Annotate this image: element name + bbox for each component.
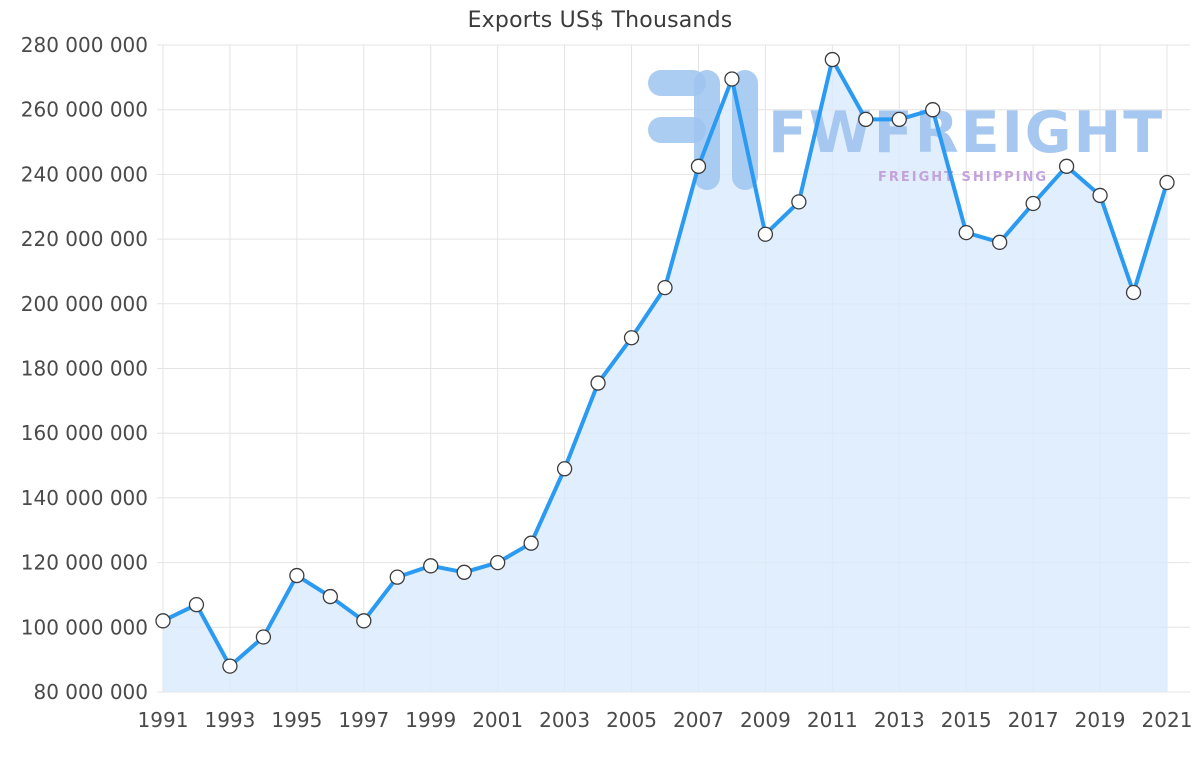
data-point-marker[interactable]	[523, 535, 539, 551]
x-axis-tick-label: 2019	[1075, 708, 1126, 732]
data-point-marker[interactable]	[757, 226, 774, 242]
data-point-marker[interactable]	[423, 558, 439, 574]
data-point-marker[interactable]	[623, 330, 640, 346]
data-point-marker[interactable]	[724, 71, 740, 87]
data-point-marker[interactable]	[858, 111, 874, 128]
x-axis-tick-label: 2013	[874, 708, 925, 732]
data-point-marker[interactable]	[958, 224, 974, 241]
data-point-marker[interactable]	[322, 588, 338, 605]
data-point-marker[interactable]	[1058, 158, 1075, 174]
y-axis-tick-label: 100 000 000	[21, 615, 148, 639]
x-axis-tick-label: 2007	[673, 708, 724, 732]
data-point-marker[interactable]	[657, 279, 673, 296]
data-point-marker[interactable]	[1159, 174, 1175, 191]
data-point-marker[interactable]	[1092, 187, 1108, 204]
data-point-marker[interactable]	[255, 629, 272, 645]
data-point-marker[interactable]	[490, 554, 506, 571]
data-point-marker[interactable]	[992, 234, 1008, 250]
chart-title: Exports US$ Thousands	[467, 8, 733, 33]
data-point-marker[interactable]	[1025, 195, 1041, 212]
data-point-marker[interactable]	[1125, 284, 1142, 301]
data-point-marker[interactable]	[222, 658, 238, 674]
x-axis-tick-label: 1993	[204, 708, 255, 732]
data-point-marker[interactable]	[289, 567, 305, 584]
x-axis-tick-label: 2005	[606, 708, 657, 732]
x-axis-tick-label: 1997	[338, 708, 389, 732]
data-point-marker[interactable]	[188, 597, 205, 613]
y-axis-tick-label: 200 000 000	[21, 292, 148, 316]
data-point-marker[interactable]	[556, 461, 573, 477]
y-axis-tick-label: 180 000 000	[21, 357, 148, 381]
y-axis-tick-label: 280 000 000	[21, 33, 148, 57]
x-axis-tick-label: 2001	[472, 708, 523, 732]
data-point-marker[interactable]	[925, 102, 941, 118]
data-point-marker[interactable]	[590, 375, 606, 391]
data-point-marker[interactable]	[356, 613, 372, 629]
watermark: FWFREIGHT FREIGHT SHIPPING	[648, 70, 1164, 190]
data-point-marker[interactable]	[891, 111, 907, 128]
series-area	[163, 59, 1167, 693]
y-axis-tick-label: 120 000 000	[21, 551, 148, 575]
y-axis-tick-label: 140 000 000	[21, 486, 148, 510]
x-axis-tick-label: 1995	[271, 708, 322, 732]
x-axis-tick-label: 1991	[138, 708, 189, 732]
x-axis-tick-label: 2021	[1142, 708, 1193, 732]
x-axis-tick-label: 2011	[807, 708, 858, 732]
x-axis-tick-label: 2017	[1008, 708, 1059, 732]
data-point-marker[interactable]	[690, 158, 707, 174]
data-point-marker[interactable]	[824, 51, 840, 68]
x-axis-tick-label: 2009	[740, 708, 791, 732]
data-point-marker[interactable]	[456, 564, 472, 580]
y-axis-tick-label: 80 000 000	[33, 680, 148, 704]
x-axis-tick-label: 2015	[941, 708, 992, 732]
y-axis-tick-label: 260 000 000	[21, 98, 148, 122]
data-point-marker[interactable]	[389, 569, 405, 585]
watermark-title: FWFREIGHT	[768, 100, 1164, 166]
data-point-marker[interactable]	[155, 613, 171, 629]
y-axis-tick-label: 240 000 000	[21, 162, 148, 186]
watermark-subtitle: FREIGHT SHIPPING	[878, 170, 1048, 185]
x-axis-tick-label: 1999	[405, 708, 456, 732]
y-axis-tick-label: 220 000 000	[21, 227, 148, 251]
x-axis-tick-label: 2003	[539, 708, 590, 732]
data-point-marker[interactable]	[791, 194, 807, 210]
y-axis-tick-label: 160 000 000	[21, 421, 148, 445]
